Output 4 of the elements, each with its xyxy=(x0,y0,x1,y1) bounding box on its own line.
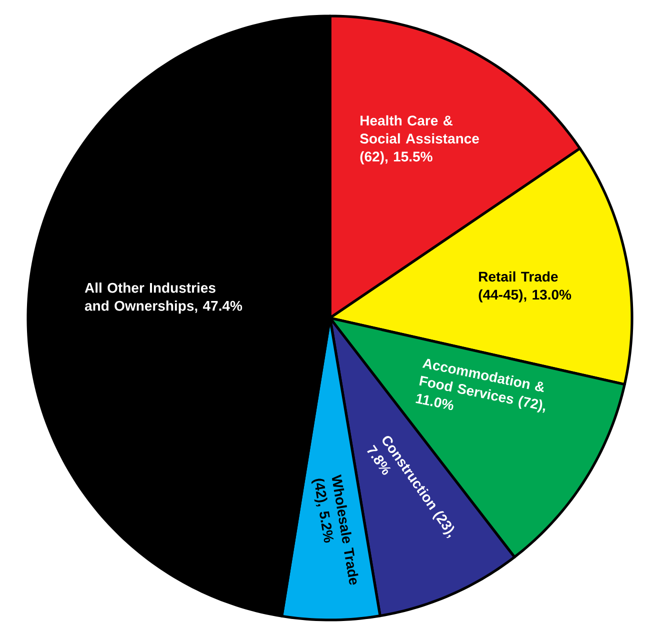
slice-label: Retail Trade (44-45), 13.0% xyxy=(478,271,572,302)
slice-label: All Other Industries and Ownerships, 47.4% xyxy=(84,282,242,314)
slice-label: Wholesale Trade (42), 5.2% xyxy=(311,474,358,585)
slice-label: Health Care & Social Assistance (62), 15.5% xyxy=(360,115,479,164)
